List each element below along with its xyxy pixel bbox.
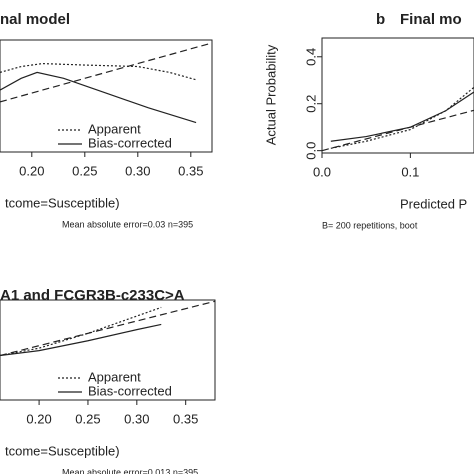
x-tick-label: 0.30 (125, 163, 150, 178)
legend-label: Apparent (88, 121, 141, 136)
x-tick-label: 0.1 (401, 164, 419, 179)
x-tick-label: 0.25 (72, 163, 97, 178)
series-line (0, 71, 197, 124)
legend-label: Bias-corrected (88, 135, 172, 150)
x-tick-label: 0.35 (178, 163, 203, 178)
panel-title: A1 and FCGR3B-c233C>A (0, 287, 185, 304)
series-line (0, 323, 162, 357)
y-tick-label: 0.4 (303, 48, 318, 66)
note: Mean absolute error=0.03 n=395 (62, 219, 193, 229)
series-line (0, 62, 197, 81)
x-axis-label: Predicted P (400, 196, 467, 211)
plot-frame (321, 37, 474, 154)
series-line (0, 42, 213, 103)
x-tick-label: 0.25 (75, 411, 100, 426)
panel-title: Final mo (400, 11, 462, 28)
plot-frame (0, 39, 213, 153)
series-line (330, 91, 474, 142)
y-tick-label: 0.0 (303, 142, 318, 160)
x-axis-label: tcome=Susceptible) (5, 195, 120, 210)
legend-label: Bias-corrected (88, 383, 172, 398)
y-tick-label: 0.2 (303, 95, 318, 113)
x-tick-label: 0.35 (173, 411, 198, 426)
panel-label: b (376, 11, 385, 28)
x-tick-label: 0.30 (124, 411, 149, 426)
series-line (0, 306, 162, 357)
legend-label: Apparent (88, 369, 141, 384)
panel-title: nal model (0, 11, 70, 28)
series-line (321, 109, 474, 152)
x-tick-label: 0.20 (26, 411, 51, 426)
x-tick-label: 0.0 (313, 164, 331, 179)
series-line (0, 300, 216, 357)
x-tick-label: 0.20 (19, 163, 44, 178)
note: Mean absolute error=0.013 n=395 (62, 467, 198, 474)
y-axis-label: Actual Probability (263, 44, 278, 145)
series-line (330, 86, 474, 149)
note: B= 200 repetitions, boot (322, 220, 418, 230)
plot-frame (0, 299, 216, 401)
x-axis-label: tcome=Susceptible) (5, 443, 120, 458)
